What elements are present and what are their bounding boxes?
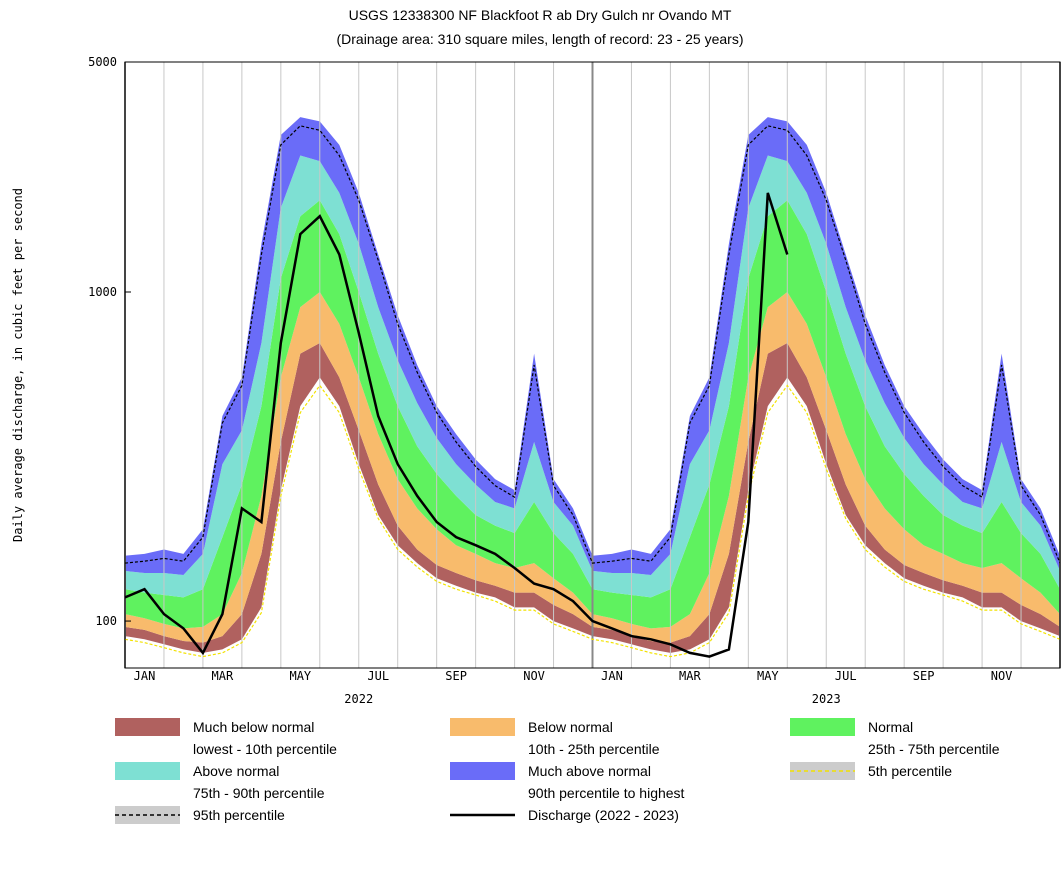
x-tick-label: MAY xyxy=(289,669,311,683)
y-axis-label: Daily average discharge, in cubic feet p… xyxy=(11,188,25,542)
legend-label: Much below normal xyxy=(193,719,314,735)
legend-swatch xyxy=(115,762,180,780)
legend-description: 90th percentile to highest xyxy=(528,785,685,801)
year-label: 2023 xyxy=(812,692,841,706)
x-tick-label: NOV xyxy=(523,669,545,683)
x-tick-label: JUL xyxy=(367,669,389,683)
legend: Much below normal lowest - 10th percentil… xyxy=(115,718,1000,824)
legend-description: 25th - 75th percentile xyxy=(868,741,1000,757)
x-tick-label: JUL xyxy=(835,669,857,683)
legend-swatch xyxy=(790,718,855,736)
legend-label: Discharge (2022 - 2023) xyxy=(528,807,679,823)
x-tick-label: MAY xyxy=(757,669,779,683)
percentile-line xyxy=(124,384,1061,658)
legend-label: Above normal xyxy=(193,763,279,779)
legend-label: 5th percentile xyxy=(868,763,952,779)
legend-swatch xyxy=(450,762,515,780)
x-tick-label: JAN xyxy=(601,669,623,683)
plot-area: 100 1000 5000 JAN MAR MAY JUL SEP NOV JAN MAR MAY JU… xyxy=(88,55,1061,706)
legend-description: lowest - 10th percentile xyxy=(193,741,337,757)
x-tick-label: MAR xyxy=(679,669,701,683)
legend-swatch xyxy=(115,806,180,824)
y-tick-label: 100 xyxy=(95,614,117,628)
y-tick-label: 1000 xyxy=(88,285,117,299)
y-tick-label: 5000 xyxy=(88,55,117,69)
plot-frame xyxy=(124,61,1061,669)
legend-swatch xyxy=(790,762,855,780)
legend-label: Below normal xyxy=(528,719,613,735)
x-tick-label: SEP xyxy=(913,669,935,683)
legend-description: 10th - 25th percentile xyxy=(528,741,660,757)
legend-label: 95th percentile xyxy=(193,807,285,823)
legend-swatch xyxy=(450,718,515,736)
discharge-line xyxy=(124,192,789,658)
legend-swatch xyxy=(115,718,180,736)
legend-label: Normal xyxy=(868,719,913,735)
legend-description: 75th - 90th percentile xyxy=(193,785,325,801)
x-tick-label: JAN xyxy=(134,669,156,683)
chart-title: USGS 12338300 NF Blackfoot R ab Dry Gulc… xyxy=(349,7,732,23)
x-tick-label: MAR xyxy=(212,669,234,683)
year-label: 2022 xyxy=(344,692,373,706)
chart-subtitle: (Drainage area: 310 square miles, length… xyxy=(337,31,744,47)
legend-label: Much above normal xyxy=(528,763,651,779)
x-tick-label: SEP xyxy=(445,669,467,683)
percentile-line xyxy=(124,125,1061,564)
x-tick-label: NOV xyxy=(991,669,1013,683)
